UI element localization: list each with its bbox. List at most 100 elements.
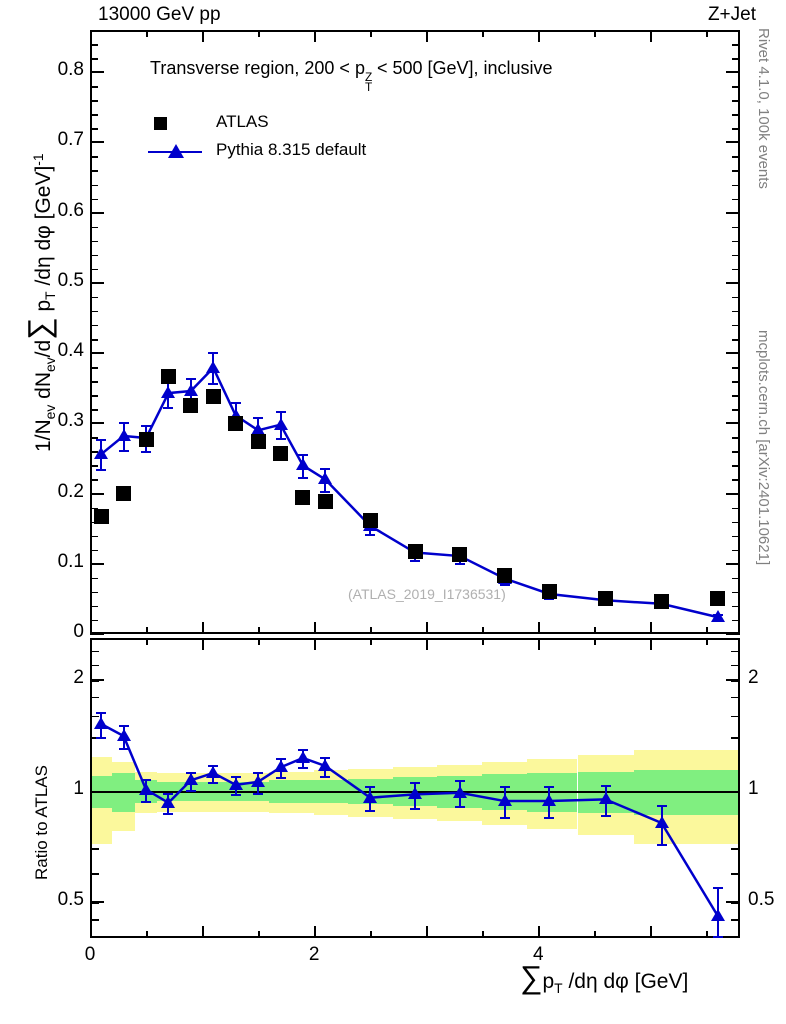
y-tick-minor-right <box>732 310 740 313</box>
y-tick-major-right <box>726 71 740 74</box>
ratio-triangle-marker <box>710 908 725 921</box>
y-tick-minor <box>90 535 98 538</box>
x-tick-label: 0 <box>84 944 96 965</box>
mc-error-cap-top <box>230 402 241 405</box>
ratio-x-tick-top <box>482 638 484 645</box>
y-tick-minor <box>90 395 98 397</box>
ratio-x-tick-bottom <box>706 931 708 938</box>
x-tick-bottom <box>594 627 596 634</box>
y-tick-major-right <box>726 281 740 284</box>
ratio-error-cap-bottom <box>118 747 129 750</box>
y-tick-minor-right <box>732 198 740 201</box>
x-tick-bottom <box>706 627 708 634</box>
x-tick-top <box>202 30 204 42</box>
y-tick-minor-right <box>732 58 740 60</box>
y-tick-minor <box>90 226 98 229</box>
ratio-x-tick-bottom <box>258 931 260 938</box>
y-tick-minor <box>90 310 98 313</box>
y-tick-minor-right <box>732 100 740 102</box>
x-tick-bottom <box>370 627 372 634</box>
y-tick-minor-right <box>732 507 740 510</box>
mc-triangle-marker <box>116 428 131 441</box>
y-tick-major <box>90 211 104 214</box>
ratio-error-cap-top <box>499 786 510 789</box>
ratio-x-tick-bottom <box>594 931 596 938</box>
y-tick-label: 0.2 <box>57 480 84 502</box>
y-tick-major-right <box>726 562 740 565</box>
mc-error-cap-top <box>253 416 264 419</box>
ratio-error-cap-bottom <box>712 936 723 938</box>
mc-error-cap-bottom <box>410 559 420 562</box>
mc-error-cap-bottom <box>297 477 308 480</box>
atlas-square-marker <box>160 368 176 384</box>
mc-triangle-marker <box>318 472 333 485</box>
ratio-error-cap-top <box>320 756 331 759</box>
atlas-square-marker <box>710 590 726 606</box>
ratio-error-cap-top <box>96 711 107 714</box>
mc-error-cap-top <box>320 468 331 471</box>
mc-error-cap-top <box>141 424 152 427</box>
y-tick-minor-right <box>732 381 740 383</box>
ratio-error-cap-bottom <box>275 777 286 780</box>
ratio-error-cap-top <box>410 781 420 784</box>
atlas-square-marker <box>497 567 513 583</box>
x-tick-bottom <box>482 627 484 634</box>
ratio-error-cap-top <box>712 886 723 889</box>
x-tick-bottom <box>426 622 428 634</box>
ratio-x-tick-bottom <box>426 926 428 938</box>
ratio-error-cap-top <box>118 725 129 728</box>
mc-triangle-marker <box>206 360 221 373</box>
y-tick-minor-right <box>732 437 740 439</box>
y-tick-minor <box>90 128 98 130</box>
x-tick-top <box>706 30 708 37</box>
mc-triangle-marker <box>710 610 725 623</box>
title-subscript: T <box>364 80 373 94</box>
ratio-error-cap-bottom <box>544 817 555 820</box>
mc-error-cap-bottom <box>320 490 331 493</box>
y-tick-label: 0.6 <box>57 199 84 221</box>
mc-error-cap-bottom <box>208 383 219 386</box>
ratio-triangle-marker <box>139 782 154 795</box>
y-tick-label: 0 <box>73 621 84 642</box>
mc-error-cap-bottom <box>163 407 174 410</box>
y-tick-minor <box>90 296 98 299</box>
atlas-square-marker <box>116 486 132 502</box>
y-tick-minor-right <box>732 339 740 341</box>
y-tick-major-right <box>726 633 740 635</box>
ratio-triangle-marker <box>497 794 512 807</box>
ratio-x-tick-bottom <box>650 926 652 938</box>
y-tick-minor-right <box>732 367 740 369</box>
ratio-triangle-marker <box>251 774 266 787</box>
mc-error-cap-bottom <box>118 449 129 452</box>
y-tick-minor <box>90 184 98 186</box>
ratio-error-cap-top <box>544 786 555 789</box>
ratio-error-cap-bottom <box>320 775 331 778</box>
y-tick-minor-right <box>732 324 740 327</box>
ratio-error-cap-bottom <box>454 806 465 809</box>
y-tick-minor <box>90 339 98 341</box>
atlas-square-marker <box>452 547 468 563</box>
ratio-error-cap-bottom <box>365 809 376 812</box>
ratio-x-tick-top <box>146 638 148 645</box>
y-tick-major <box>90 562 104 565</box>
y-tick-major-right <box>726 492 740 495</box>
ratio-x-tick-top <box>706 638 708 645</box>
mc-error-cap-bottom <box>96 468 107 471</box>
main-plot-panel <box>90 30 740 634</box>
atlas-square-marker <box>183 398 199 414</box>
ratio-triangle-marker <box>161 795 176 808</box>
ratio-y-tick-minor <box>90 664 99 667</box>
atlas-square-marker <box>654 594 670 610</box>
y-tick-minor-right <box>732 226 740 229</box>
triangle-marker-icon <box>168 144 184 158</box>
ratio-error-cap-bottom <box>208 781 219 784</box>
ratio-error-cap-bottom <box>230 794 241 797</box>
y-tick-minor-right <box>732 591 740 594</box>
y-tick-label: 0.8 <box>57 59 84 81</box>
y-tick-minor <box>90 254 98 257</box>
y-tick-minor <box>90 100 98 102</box>
mc-error-cap-top <box>185 377 196 380</box>
y-tick-major <box>90 141 104 144</box>
y-tick-minor <box>90 507 98 510</box>
